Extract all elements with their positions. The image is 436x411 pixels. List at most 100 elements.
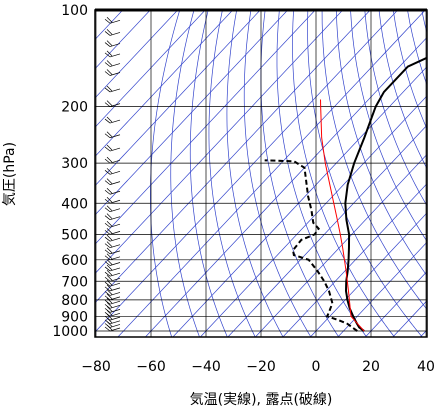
wind-barb-flag	[104, 295, 111, 301]
wind-barb-staff	[109, 237, 121, 242]
wind-barb	[104, 306, 121, 313]
wind-barb	[104, 259, 121, 266]
wind-barb-flag	[104, 249, 111, 255]
dry-adiabat-line	[150, 10, 181, 337]
wind-barb	[104, 205, 121, 213]
y-tick-label: 500	[61, 227, 88, 243]
wind-barb-flag	[106, 197, 113, 203]
wind-barb-flag	[106, 144, 113, 151]
wind-barb-staff	[109, 208, 121, 213]
x-tick-label: −80	[81, 359, 111, 375]
wind-barb-staff	[109, 272, 121, 277]
isotherm-line	[254, 153, 427, 337]
wind-barb-flag	[106, 275, 113, 281]
wind-barb-flag	[104, 323, 111, 328]
wind-barb-staff	[109, 327, 121, 332]
wind-barb	[104, 188, 121, 195]
wind-barb-flag	[106, 259, 113, 265]
wind-barb-staff	[109, 63, 121, 67]
wind-barb-staff	[109, 262, 121, 266]
wind-barb-flag	[106, 156, 113, 163]
dry-adiabat-line	[321, 10, 427, 310]
dry-adiabat-line	[378, 10, 427, 170]
wind-barb-flag	[104, 62, 111, 67]
wind-barb	[104, 213, 121, 221]
wind-barb-flag	[104, 146, 111, 152]
wind-barb-flag	[104, 299, 111, 305]
dry-adiabat-line	[208, 10, 256, 337]
wind-barb	[104, 310, 121, 317]
wind-barb	[104, 302, 121, 309]
wind-barb-flag	[104, 286, 111, 292]
wind-barb-flag	[106, 100, 113, 106]
wind-barb-flag	[106, 17, 113, 23]
wind-barb-flag	[104, 71, 111, 76]
wind-barb-staff	[109, 282, 121, 287]
y-tick-label: 600	[61, 253, 88, 269]
wind-barb-staff	[109, 300, 121, 305]
isotherm-line	[309, 212, 427, 337]
wind-barb-flag	[106, 213, 113, 219]
wind-barb-staff	[109, 43, 121, 47]
wind-barb-flag	[104, 158, 111, 164]
x-tick-label: −60	[136, 359, 166, 375]
isobar-lines	[95, 10, 427, 337]
wind-barb-flag	[104, 19, 111, 24]
wind-barb-flag	[104, 230, 111, 235]
wind-barb	[104, 297, 121, 305]
dry-adiabat-line	[226, 10, 284, 337]
wind-barb	[104, 168, 121, 175]
wind-barb	[104, 17, 121, 24]
wind-barb-flag	[106, 168, 113, 174]
dry-adiabat-lines	[150, 10, 427, 337]
x-tick-label: 0	[312, 359, 321, 375]
wind-barb-staff	[109, 103, 121, 107]
isotherm-line	[95, 10, 289, 216]
wind-barb-staff	[109, 19, 121, 24]
wind-barb-flag	[104, 198, 111, 204]
wind-barb-staff	[109, 305, 121, 309]
wind-barb-flag	[104, 133, 111, 139]
wind-barb-flag	[106, 205, 113, 211]
wind-barb	[104, 247, 121, 255]
dry-adiabat-line	[243, 10, 312, 337]
wind-barb-staff	[109, 287, 121, 292]
wind-barb-flag	[106, 302, 113, 308]
wind-barb-staff	[109, 292, 121, 296]
wind-barb-flag	[106, 306, 113, 312]
sounding-series-3	[320, 99, 365, 332]
wind-barb-flag	[104, 222, 111, 228]
wind-barb-staff	[109, 267, 121, 272]
wind-barb	[104, 234, 121, 242]
wind-barb-staff	[109, 223, 121, 228]
x-tick-labels: −80 −60 −40 −20 0 20 40	[81, 359, 435, 375]
wind-barb	[104, 60, 121, 67]
isotherm-line	[364, 270, 427, 337]
y-tick-label: 900	[61, 309, 88, 325]
x-tick-label: 40	[417, 359, 435, 375]
wind-barb-staff	[109, 170, 121, 175]
wind-barb-flag	[104, 102, 111, 107]
wind-barb-flag	[106, 253, 113, 260]
isotherm-line	[337, 241, 427, 337]
wind-barb-flag	[106, 228, 113, 234]
dry-adiabat-line	[335, 10, 427, 277]
wind-barb-staff	[109, 296, 121, 301]
isotherm-line	[144, 36, 427, 337]
wind-barb	[104, 100, 121, 107]
wind-barb-flag	[104, 266, 111, 272]
wind-barb-flag	[104, 42, 111, 47]
isotherm-line	[95, 10, 261, 187]
isotherm-line	[95, 10, 206, 128]
wind-barb	[104, 220, 121, 228]
y-tick-label: 400	[61, 196, 88, 212]
isotherm-line	[282, 183, 427, 337]
wind-barb-staff	[109, 324, 121, 328]
wind-barb	[104, 116, 121, 124]
wind-barb	[104, 279, 121, 287]
wind-barb-flag	[106, 269, 113, 276]
wind-barb-flag	[106, 188, 113, 194]
wind-barb	[104, 40, 121, 47]
wind-barb	[104, 289, 121, 296]
isotherm-line	[95, 10, 179, 99]
